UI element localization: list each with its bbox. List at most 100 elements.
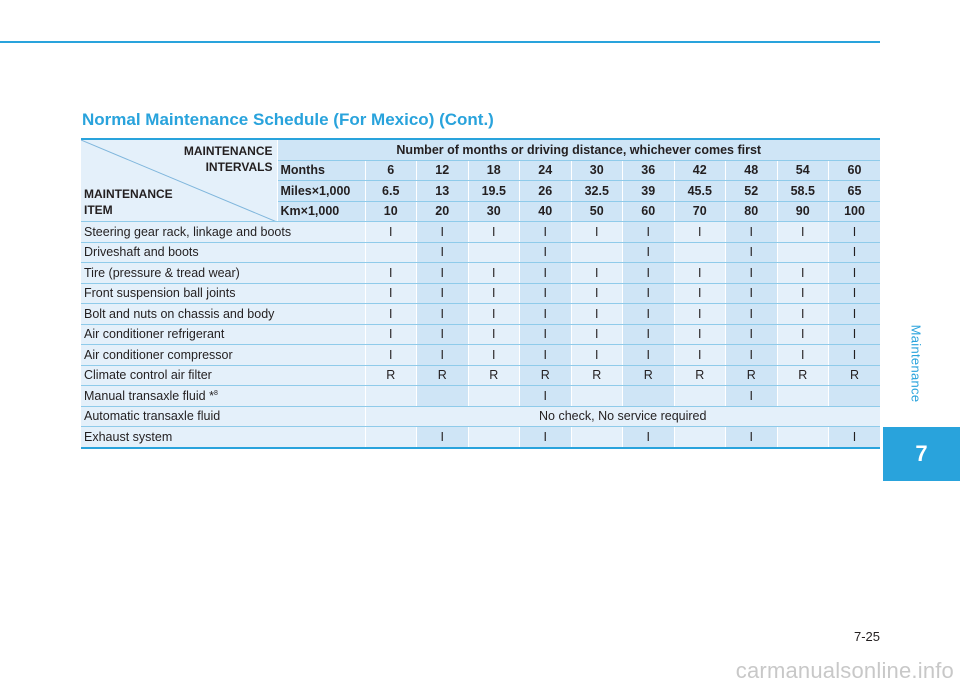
schedule-cell: I [776,344,829,366]
item-row: Exhaust system I I I I I [81,426,880,449]
schedule-cell: I [467,303,520,325]
schedule-cell: I [570,303,623,325]
corner-diagonal-line [82,140,275,221]
schedule-cell: I [828,262,880,284]
schedule-cell: I [416,262,468,284]
schedule-cell: I [725,262,777,284]
interval-value: 54 [776,160,829,181]
schedule-cell: I [364,221,417,243]
schedule-cell [776,242,829,263]
item-row: Front suspension ball joints I I I I I I I I I I [81,283,880,304]
interval-value: 65 [828,180,880,202]
item-name: Front suspension ball joints [84,286,236,301]
schedule-cell: I [622,344,674,366]
schedule-cell: I [673,283,726,304]
header-row: MAINTENANCE INTERVALS MAINTENANCE ITEM Numbe… [81,138,880,222]
schedule-cell: R [828,365,880,386]
item-name-cell: Automatic transaxle fluid [81,406,366,427]
schedule-cell: I [416,324,468,345]
interval-value: 10 [364,201,417,222]
chapter-side-label-text: Maintenance [908,324,924,402]
schedule-cell: I [519,385,571,407]
schedule-cell [673,426,726,449]
schedule-cell: R [467,365,520,386]
interval-value: 42 [673,160,726,181]
item-name: Driveshaft and boots [84,245,199,260]
schedule-cell: I [416,242,468,263]
schedule-cell: I [725,303,777,325]
interval-value: 30 [570,160,623,181]
item-name: Exhaust system [84,429,173,444]
schedule-cell: R [776,365,829,386]
corner-intervals-label: MAINTENANCE INTERVALS [184,143,273,175]
schedule-cell: R [673,365,726,386]
schedule-cell [776,426,829,449]
item-name: Climate control air filter [84,368,212,383]
schedule-cell: I [828,344,880,366]
table-corner-header: MAINTENANCE INTERVALS MAINTENANCE ITEM [81,138,278,222]
interval-value: 80 [725,201,777,222]
interval-value: 36 [622,160,674,181]
chapter-side-label: Maintenance [896,300,936,426]
schedule-cell: I [467,221,520,243]
interval-row: Months 6 12 18 24 30 36 42 48 54 60 [81,160,880,181]
interval-value: 39 [622,180,674,202]
schedule-cell: R [570,365,623,386]
schedule-cell [416,385,468,407]
interval-value: 32.5 [570,180,623,202]
schedule-cell: I [828,426,880,449]
schedule-cell: I [673,303,726,325]
item-name-cell: Tire (pressure & tread wear) [81,262,366,284]
schedule-cell: I [519,242,571,263]
schedule-cell: I [828,283,880,304]
schedule-cell: R [622,365,674,386]
interval-label: Km×1,000 [277,201,366,222]
item-footnote-ref: 8 [213,389,218,397]
schedule-cell [364,242,417,263]
schedule-cell: I [364,324,417,345]
item-name-cell: Climate control air filter [81,365,366,386]
interval-value: 58.5 [776,180,829,202]
schedule-cell: I [828,303,880,325]
schedule-cell: I [673,324,726,345]
item-name: Air conditioner refrigerant [84,327,225,342]
schedule-cell: I [416,426,468,449]
maintenance-schedule-table: MAINTENANCE INTERVALS MAINTENANCE ITEM Numbe… [81,138,880,449]
item-name-cell: Exhaust system [81,426,366,449]
item-name: Automatic transaxle fluid [84,409,221,424]
schedule-cell [467,385,520,407]
schedule-cell: R [725,365,777,386]
schedule-cell: I [622,324,674,345]
interval-value: 13 [416,180,468,202]
schedule-cell: I [725,242,777,263]
schedule-cell: I [570,324,623,345]
item-row: Manual transaxle fluid *8 I I [81,385,880,407]
schedule-cell [776,385,829,407]
interval-value: 12 [416,160,468,181]
schedule-cell [364,426,417,449]
schedule-cell [673,242,726,263]
item-row: Bolt and nuts on chassis and body I I I I I I I… [81,303,880,325]
item-row: Steering gear rack, linkage and boots I I I… [81,221,880,243]
interval-row: Miles×1,000 6.5 13 19.5 26 32.5 39 45.5 52 58.5 65 [81,180,880,202]
schedule-cell: I [828,221,880,243]
item-span-note: No check, No service required [365,406,880,427]
schedule-cell: R [416,365,468,386]
schedule-cell: I [519,283,571,304]
chapter-tab[interactable]: 7 [883,427,960,481]
schedule-cell: I [725,344,777,366]
schedule-cell: I [622,262,674,284]
schedule-cell [467,426,520,449]
schedule-cell: I [570,283,623,304]
item-name: Manual transaxle fluid * [84,388,214,403]
item-row: Tire (pressure & tread wear) I I I I I I I I I I [81,262,880,284]
schedule-cell [673,385,726,407]
item-row: Climate control air filter R R R R R R R R R R [81,365,880,386]
item-name-cell: Air conditioner refrigerant [81,324,366,345]
schedule-cell: R [519,365,571,386]
schedule-cell: I [570,262,623,284]
schedule-cell: I [725,221,777,243]
schedule-cell: I [570,221,623,243]
schedule-cell: I [622,283,674,304]
schedule-cell: I [776,262,829,284]
